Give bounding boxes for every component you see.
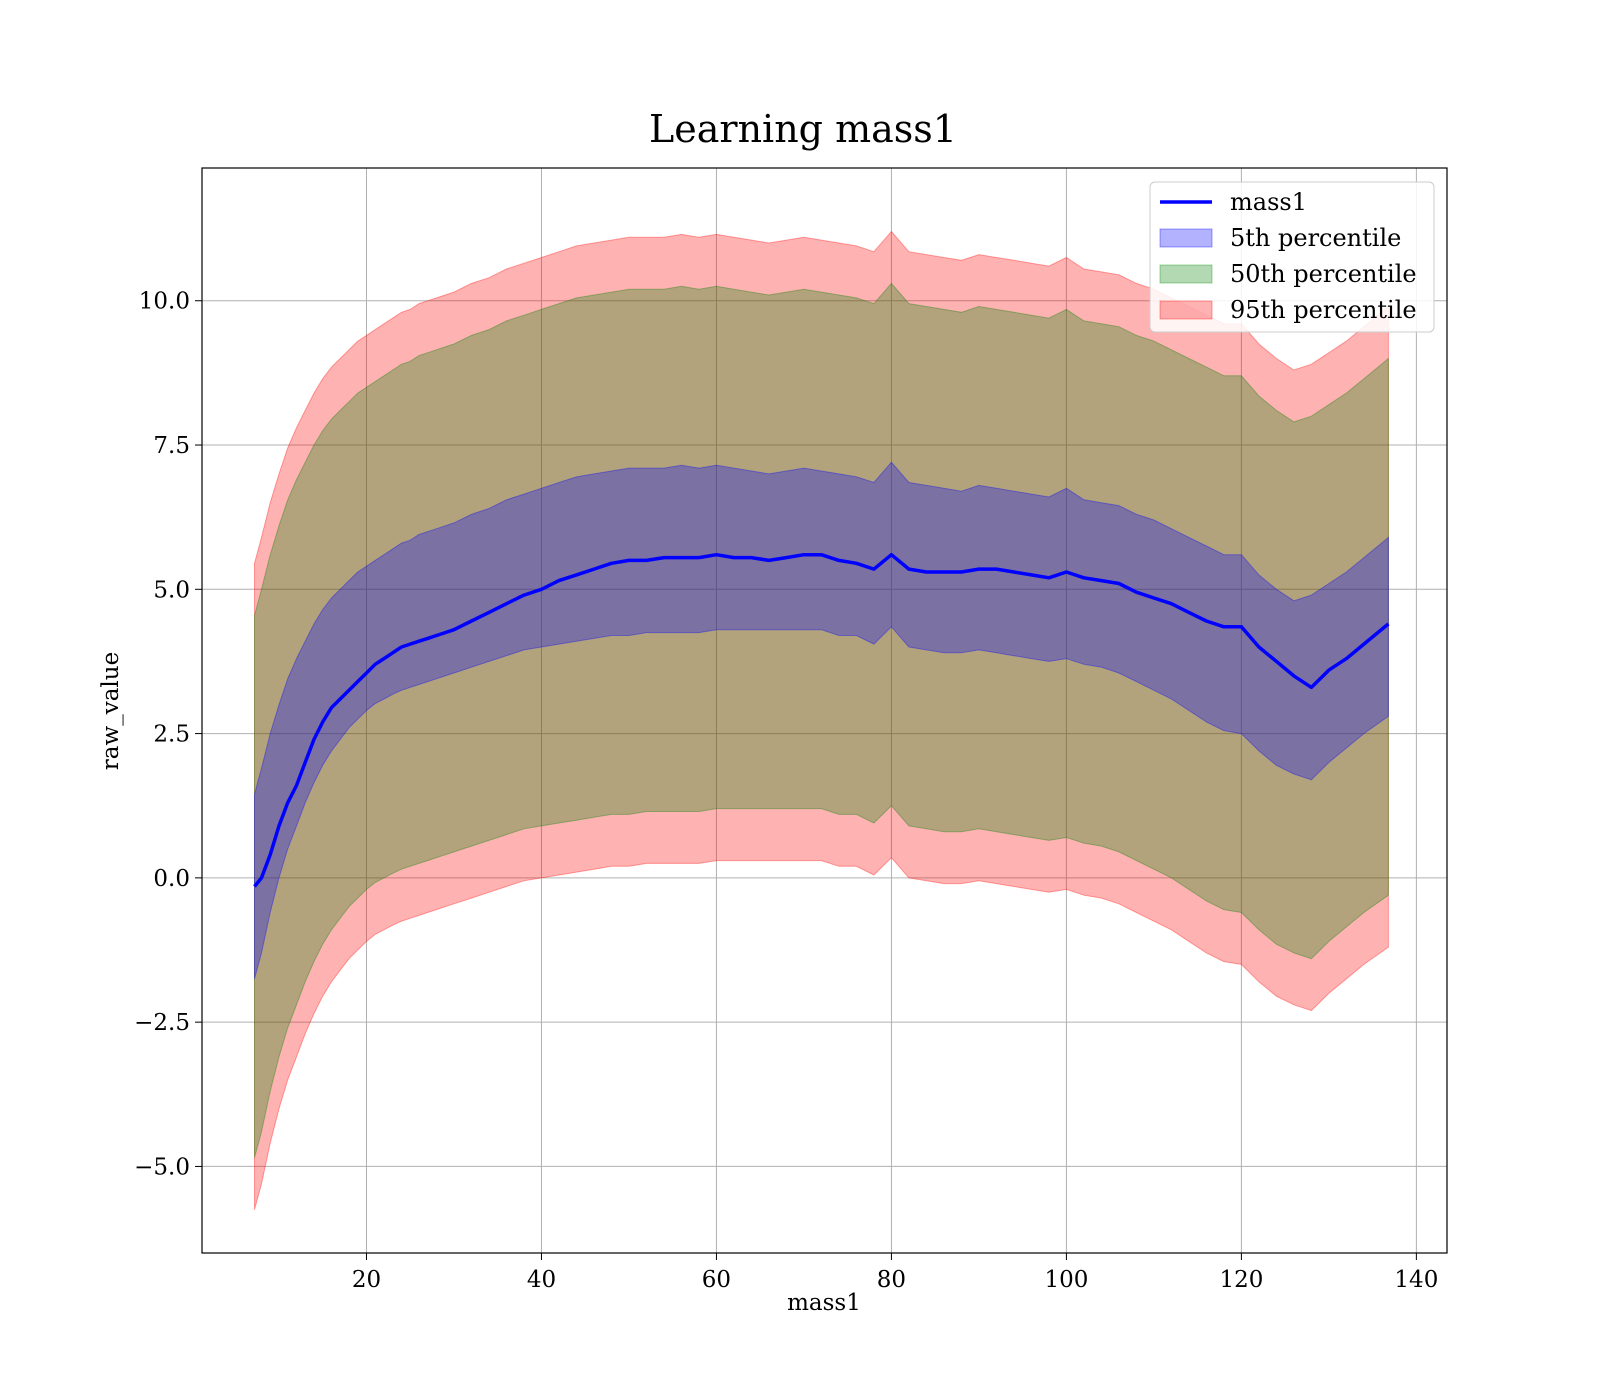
plot-frame bbox=[201, 167, 1448, 1254]
x-axis-label: mass1 bbox=[787, 1290, 861, 1316]
x-axis-ticks: 20 40 60 80 100 120 140 bbox=[352, 1253, 1438, 1293]
band-95th-percentile bbox=[254, 230, 1389, 1210]
x-tick-label: 140 bbox=[1394, 1267, 1438, 1293]
legend-label: 5th percentile bbox=[1230, 224, 1401, 252]
legend-swatch-patch bbox=[1159, 264, 1213, 284]
band-50th-percentile bbox=[254, 282, 1389, 1158]
x-tick-label: 60 bbox=[702, 1267, 731, 1293]
legend-label: 95th percentile bbox=[1230, 296, 1417, 324]
y-tick-label: 7.5 bbox=[153, 433, 190, 459]
legend-label: 50th percentile bbox=[1230, 260, 1417, 288]
legend-swatch-patch bbox=[1159, 300, 1213, 320]
y-tick-label: 5.0 bbox=[153, 577, 190, 603]
y-axis-ticks: −5.0 −2.5 0.0 2.5 5.0 7.5 10.0 bbox=[134, 289, 202, 1180]
y-tick-label: 10.0 bbox=[139, 289, 190, 315]
legend-label: mass1 bbox=[1230, 188, 1307, 216]
legend-frame bbox=[1149, 181, 1435, 333]
legend: mass1 5th percentile 50th percentile 95th p… bbox=[1149, 181, 1435, 333]
y-tick-label: −2.5 bbox=[134, 1010, 190, 1036]
x-tick-label: 120 bbox=[1219, 1267, 1263, 1293]
series-line-mass1 bbox=[253, 552, 1390, 888]
y-tick-label: 0.0 bbox=[153, 866, 190, 892]
y-tick-label: 2.5 bbox=[153, 722, 190, 748]
grid-lines bbox=[202, 168, 1447, 1253]
x-tick-label: 20 bbox=[352, 1267, 381, 1293]
x-tick-label: 40 bbox=[527, 1267, 556, 1293]
legend-swatch-patch bbox=[1159, 228, 1213, 248]
x-tick-label: 80 bbox=[877, 1267, 906, 1293]
y-axis-label: raw_value bbox=[98, 652, 124, 770]
x-tick-label: 100 bbox=[1044, 1267, 1088, 1293]
y-tick-label: −5.0 bbox=[134, 1154, 190, 1180]
series-lines bbox=[253, 552, 1390, 888]
chart-title: Learning mass1 bbox=[649, 107, 957, 151]
